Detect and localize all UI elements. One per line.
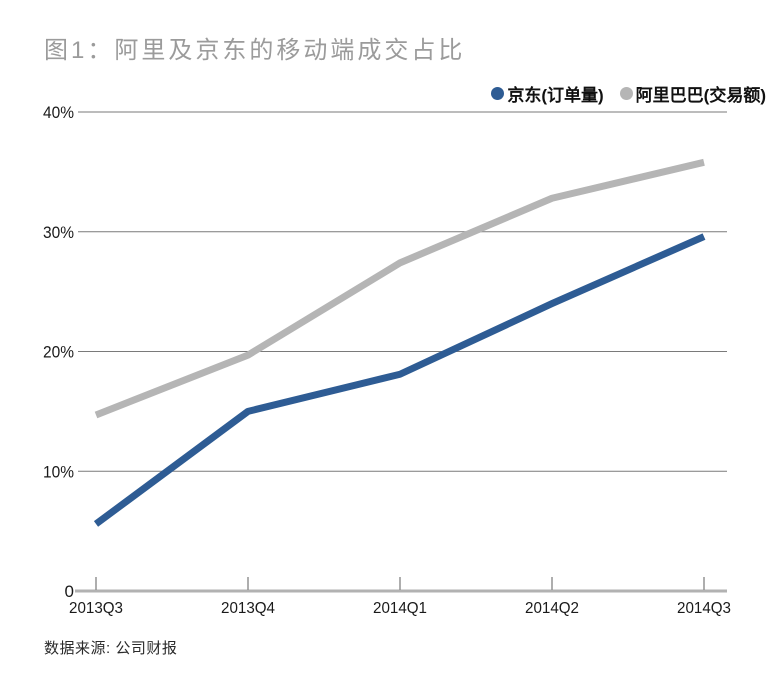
series-line-1 (94, 158, 705, 419)
chart-legend: 京东(订单量) 阿里巴巴(交易额) (491, 81, 766, 106)
y-tick-label: 30% (43, 223, 74, 242)
source-note: 数据来源: 公司财报 (44, 640, 178, 657)
x-tick-label: 2014Q3 (677, 600, 731, 617)
x-tick-label: 2013Q3 (69, 600, 123, 617)
x-tick-label: 2013Q4 (221, 600, 275, 617)
legend-label-jd: 京东(订单量) (507, 86, 604, 105)
series-line-0 (93, 233, 706, 527)
legend-label-alibaba: 阿里巴巴(交易额) (635, 86, 766, 105)
legend-item-jd: 京东(订单量) (491, 81, 604, 106)
x-tick-label: 2014Q2 (525, 600, 579, 617)
legend-item-alibaba: 阿里巴巴(交易额) (619, 81, 766, 106)
y-tick-label: 40% (43, 103, 74, 122)
legend-marker-alibaba (619, 87, 633, 100)
x-tick-label: 2014Q1 (373, 600, 427, 617)
y-tick-label: 0 (65, 582, 74, 601)
legend-marker-jd (491, 87, 505, 100)
chart-title: 图1：阿里及京东的移动端成交占比 (44, 37, 466, 64)
y-tick-label: 10% (43, 462, 74, 481)
y-tick-label: 20% (43, 343, 74, 362)
